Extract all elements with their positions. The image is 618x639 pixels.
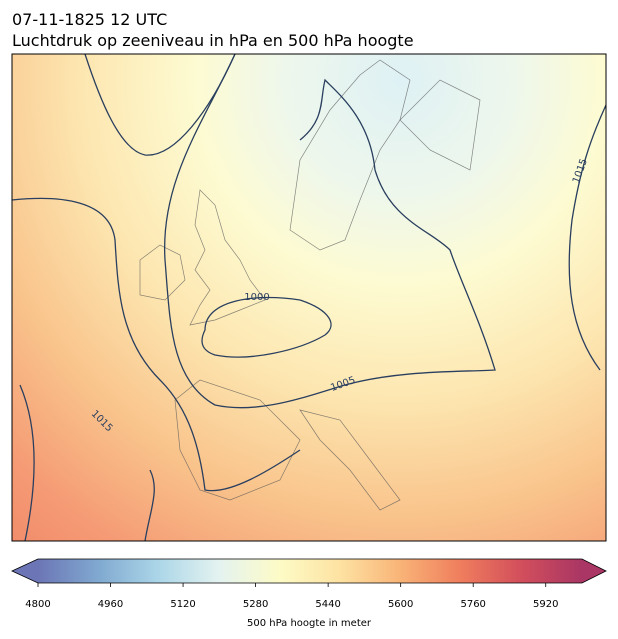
map-frame	[11, 53, 607, 542]
isobar-label: 1000	[244, 292, 269, 303]
colorbar-tick-label: 5600	[388, 599, 413, 610]
colorbar-extend-min	[12, 559, 38, 583]
colorbar-outline	[11, 558, 607, 584]
height-field	[12, 54, 606, 541]
isobars	[12, 54, 606, 541]
colorbar-tick-label: 4800	[25, 599, 50, 610]
colorbar-gradient	[38, 559, 582, 583]
colorbar-tick-label: 5120	[170, 599, 195, 610]
map: 1000 1005 1015 1015	[12, 54, 606, 541]
colorbar-extend-max	[582, 559, 606, 583]
coastlines	[139, 59, 481, 511]
colorbar-tick-label: 5280	[243, 599, 268, 610]
colorbar-tick-label: 5440	[315, 599, 340, 610]
colorbar-tick-label: 5920	[533, 599, 558, 610]
colorbar-tick-label: 4960	[98, 599, 123, 610]
colorbar: 4800 4960 5120 5280 5440 5600 5760 5920	[11, 558, 607, 610]
colorbar-label: 500 hPa hoogte in meter	[247, 618, 372, 629]
title-description: Luchtdruk op zeeniveau in hPa en 500 hPa…	[12, 31, 414, 50]
colorbar-tick-label: 5760	[460, 599, 485, 610]
title-date: 07-11-1825 12 UTC	[12, 10, 167, 29]
